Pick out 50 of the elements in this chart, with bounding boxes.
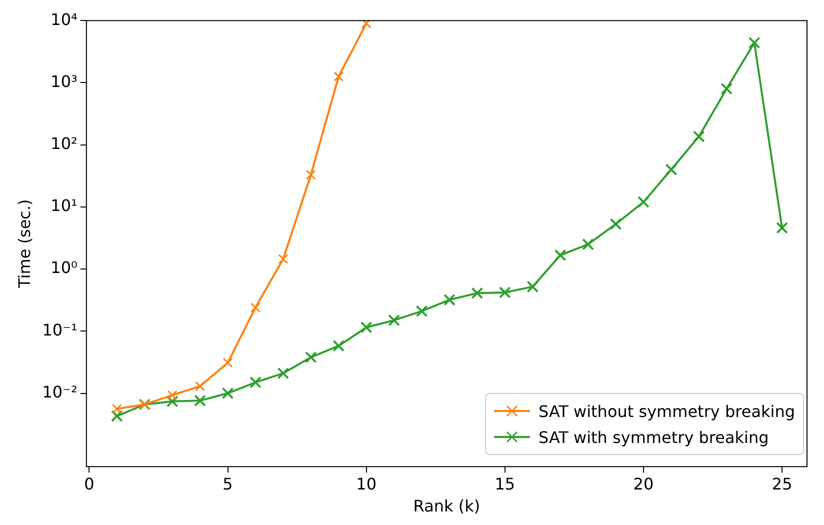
point	[498, 286, 511, 298]
point	[361, 20, 372, 28]
point	[776, 222, 788, 234]
point	[195, 381, 206, 392]
x-tick-label: 15	[494, 474, 516, 494]
point	[167, 390, 178, 400]
point	[304, 351, 317, 364]
y-tick-label: 10⁰	[50, 258, 78, 278]
point	[194, 394, 206, 407]
point	[720, 82, 733, 95]
y-tick-label: 10⁻¹	[42, 320, 78, 340]
point	[334, 71, 344, 82]
point	[748, 36, 760, 49]
point	[610, 218, 622, 230]
point	[222, 387, 234, 400]
point	[665, 164, 678, 176]
point	[277, 367, 290, 380]
y-tick-label: 10²	[50, 134, 78, 153]
point	[692, 130, 705, 142]
point	[250, 302, 260, 313]
point	[332, 340, 345, 352]
point	[638, 196, 650, 208]
legend-label: SAT without symmetry breaking	[538, 402, 795, 420]
point	[554, 249, 566, 262]
y-tick-label: 10³	[50, 72, 78, 91]
point	[278, 254, 288, 264]
point	[471, 287, 484, 300]
point	[112, 404, 122, 414]
y-axis-title: Time (sec.)	[14, 199, 34, 289]
point	[582, 238, 594, 250]
point	[388, 314, 400, 326]
x-tick-label: 5	[222, 474, 233, 494]
x-tick-label: 25	[772, 474, 792, 494]
point	[416, 305, 428, 318]
y-tick-label: 10⁻²	[42, 382, 78, 402]
point	[360, 321, 372, 334]
point	[306, 170, 316, 180]
point	[110, 410, 123, 422]
point	[222, 358, 233, 368]
y-tick-label: 10⁴	[50, 10, 78, 29]
point	[166, 395, 178, 408]
y-tick-label: 10¹	[50, 196, 78, 216]
point	[444, 294, 456, 306]
x-tick-label: 20	[633, 474, 654, 494]
point	[250, 376, 262, 388]
x-tick-label: 0	[84, 474, 94, 494]
legend-label: SAT with symmetry breaking	[538, 428, 769, 446]
x-tick-label: 10	[356, 474, 377, 494]
point	[526, 280, 539, 293]
x-axis-title: Rank (k)	[413, 496, 480, 516]
